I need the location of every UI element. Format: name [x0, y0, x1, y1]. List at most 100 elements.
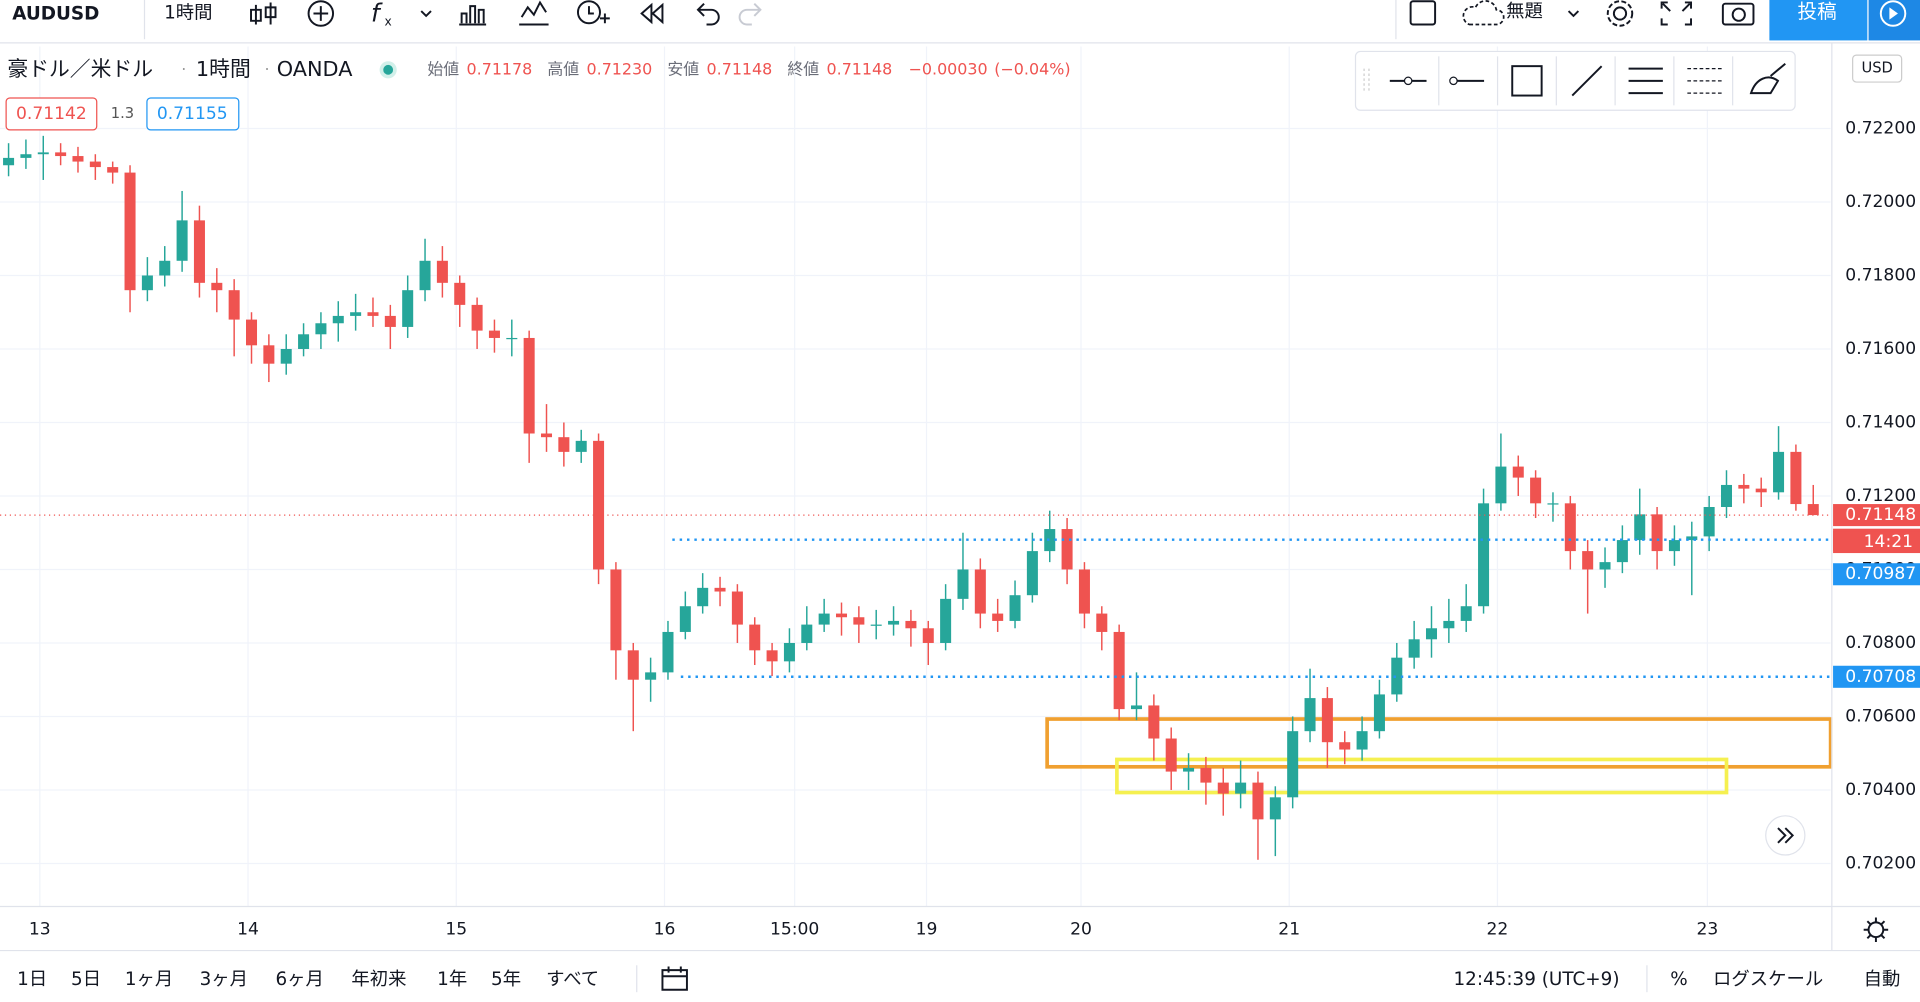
- zone-rectangle: [1115, 757, 1729, 795]
- candle-body: [1408, 639, 1420, 658]
- close-value: 0.71148: [827, 59, 893, 78]
- range-button[interactable]: 1年: [437, 969, 467, 990]
- price-marker-label-box: [1833, 563, 1920, 586]
- candle-body: [1599, 562, 1611, 570]
- range-button[interactable]: 1日: [17, 969, 47, 990]
- range-button[interactable]: 6ヶ月: [276, 969, 324, 990]
- candle-body: [193, 220, 205, 283]
- market-status: [383, 64, 394, 75]
- x-tick-label: 22: [1487, 920, 1509, 940]
- x-tick-label: 19: [916, 920, 938, 940]
- y-tick-label: 0.70800: [1845, 633, 1916, 653]
- candle-body: [1269, 797, 1281, 820]
- candle-body: [679, 606, 691, 632]
- range-button[interactable]: 5年: [491, 969, 521, 990]
- candle-body: [1165, 738, 1177, 772]
- candle-body: [402, 290, 414, 327]
- interval[interactable]: 1時間: [164, 2, 212, 23]
- candle-body: [72, 156, 84, 162]
- candle-body: [124, 172, 136, 291]
- candle-body: [1287, 731, 1299, 798]
- publish-button[interactable]: [1769, 0, 1868, 41]
- currency-box[interactable]: [1852, 54, 1903, 83]
- range-button[interactable]: 3ヶ月: [200, 969, 248, 990]
- currency[interactable]: USD: [1861, 60, 1892, 77]
- percent-toggle[interactable]: %: [1670, 969, 1687, 990]
- range-button[interactable]: 5日: [71, 969, 101, 990]
- candle-body: [1009, 595, 1021, 621]
- line-price-label: 0.70708: [1845, 667, 1916, 687]
- chart-pane: [0, 46, 1833, 907]
- change-percent: (−0.04%): [994, 59, 1070, 78]
- candle-body: [974, 569, 986, 614]
- candle-body: [3, 157, 15, 166]
- candle-body: [263, 345, 275, 364]
- line-price-label-box: [1833, 665, 1920, 688]
- play-icon: [1879, 0, 1907, 27]
- x-tick-label: 20: [1070, 920, 1092, 940]
- candle-body: [1773, 451, 1785, 493]
- svg-text:f: f: [371, 0, 383, 28]
- ask-price[interactable]: 0.71155: [157, 104, 228, 124]
- candle-body: [662, 631, 674, 673]
- candle-body: [922, 628, 934, 643]
- candle-body: [1078, 569, 1090, 614]
- candle-body: [1113, 631, 1125, 710]
- x-tick-label: 13: [29, 920, 51, 940]
- y-tick-label: 0.72200: [1845, 118, 1916, 138]
- candle-body: [835, 613, 848, 618]
- publish-menu[interactable]: [1868, 0, 1920, 41]
- publish-label[interactable]: 投稿: [1798, 0, 1837, 23]
- y-tick-label: 0.71800: [1845, 265, 1916, 285]
- y-tick-label: 0.70200: [1845, 853, 1916, 873]
- symbol[interactable]: AUDUSD: [12, 4, 99, 25]
- candle-body: [471, 304, 483, 331]
- candle-body: [1547, 503, 1559, 505]
- range-button[interactable]: 年初来: [351, 969, 406, 990]
- top-toolbar: [0, 0, 1920, 43]
- candle-body: [1755, 488, 1767, 493]
- candle-body: [1217, 782, 1229, 794]
- candle-body: [1634, 514, 1646, 541]
- candle-body: [1425, 628, 1438, 640]
- open-value: 0.71178: [467, 59, 533, 78]
- candle-body: [1651, 514, 1663, 552]
- candle-body: [1373, 694, 1385, 732]
- y-tick-label: 0.71600: [1845, 339, 1916, 359]
- goto-date-icon[interactable]: [661, 966, 688, 991]
- candle-body: [1495, 466, 1507, 504]
- candle-body: [384, 315, 396, 327]
- candle-body: [1668, 540, 1680, 552]
- candle-body: [558, 437, 570, 452]
- candle-body: [645, 672, 657, 680]
- series-interval: 1時間: [196, 57, 251, 81]
- candle-body: [1790, 451, 1802, 505]
- sell-button[interactable]: [5, 97, 98, 131]
- layout-title[interactable]: 無題: [1506, 1, 1543, 22]
- play-icon: [1889, 7, 1898, 20]
- candle-body: [367, 312, 379, 316]
- high-value: 0.71230: [587, 59, 653, 78]
- open-label: 始値: [427, 59, 459, 78]
- drawing-toolbar[interactable]: [1354, 50, 1796, 111]
- range-button[interactable]: すべて: [546, 969, 599, 990]
- bid-price[interactable]: 0.71142: [16, 104, 87, 124]
- range-button[interactable]: 1ヶ月: [125, 969, 173, 990]
- log-scale-toggle[interactable]: ログスケール: [1713, 969, 1823, 990]
- candle-body: [1356, 731, 1368, 750]
- candle-body: [1183, 767, 1195, 772]
- auto-scale-toggle[interactable]: 自動: [1864, 969, 1901, 990]
- candle-body: [141, 275, 153, 291]
- candle-body: [523, 337, 535, 434]
- candle-body: [697, 587, 709, 607]
- candle-body: [246, 319, 258, 346]
- candle-body: [818, 613, 830, 625]
- svg-text:x: x: [384, 15, 391, 29]
- close-label: 終値: [787, 59, 819, 78]
- candle-body: [992, 613, 1004, 621]
- candle-body: [1044, 529, 1056, 552]
- buy-button[interactable]: [146, 97, 240, 131]
- last-price-label-box: [1833, 504, 1920, 527]
